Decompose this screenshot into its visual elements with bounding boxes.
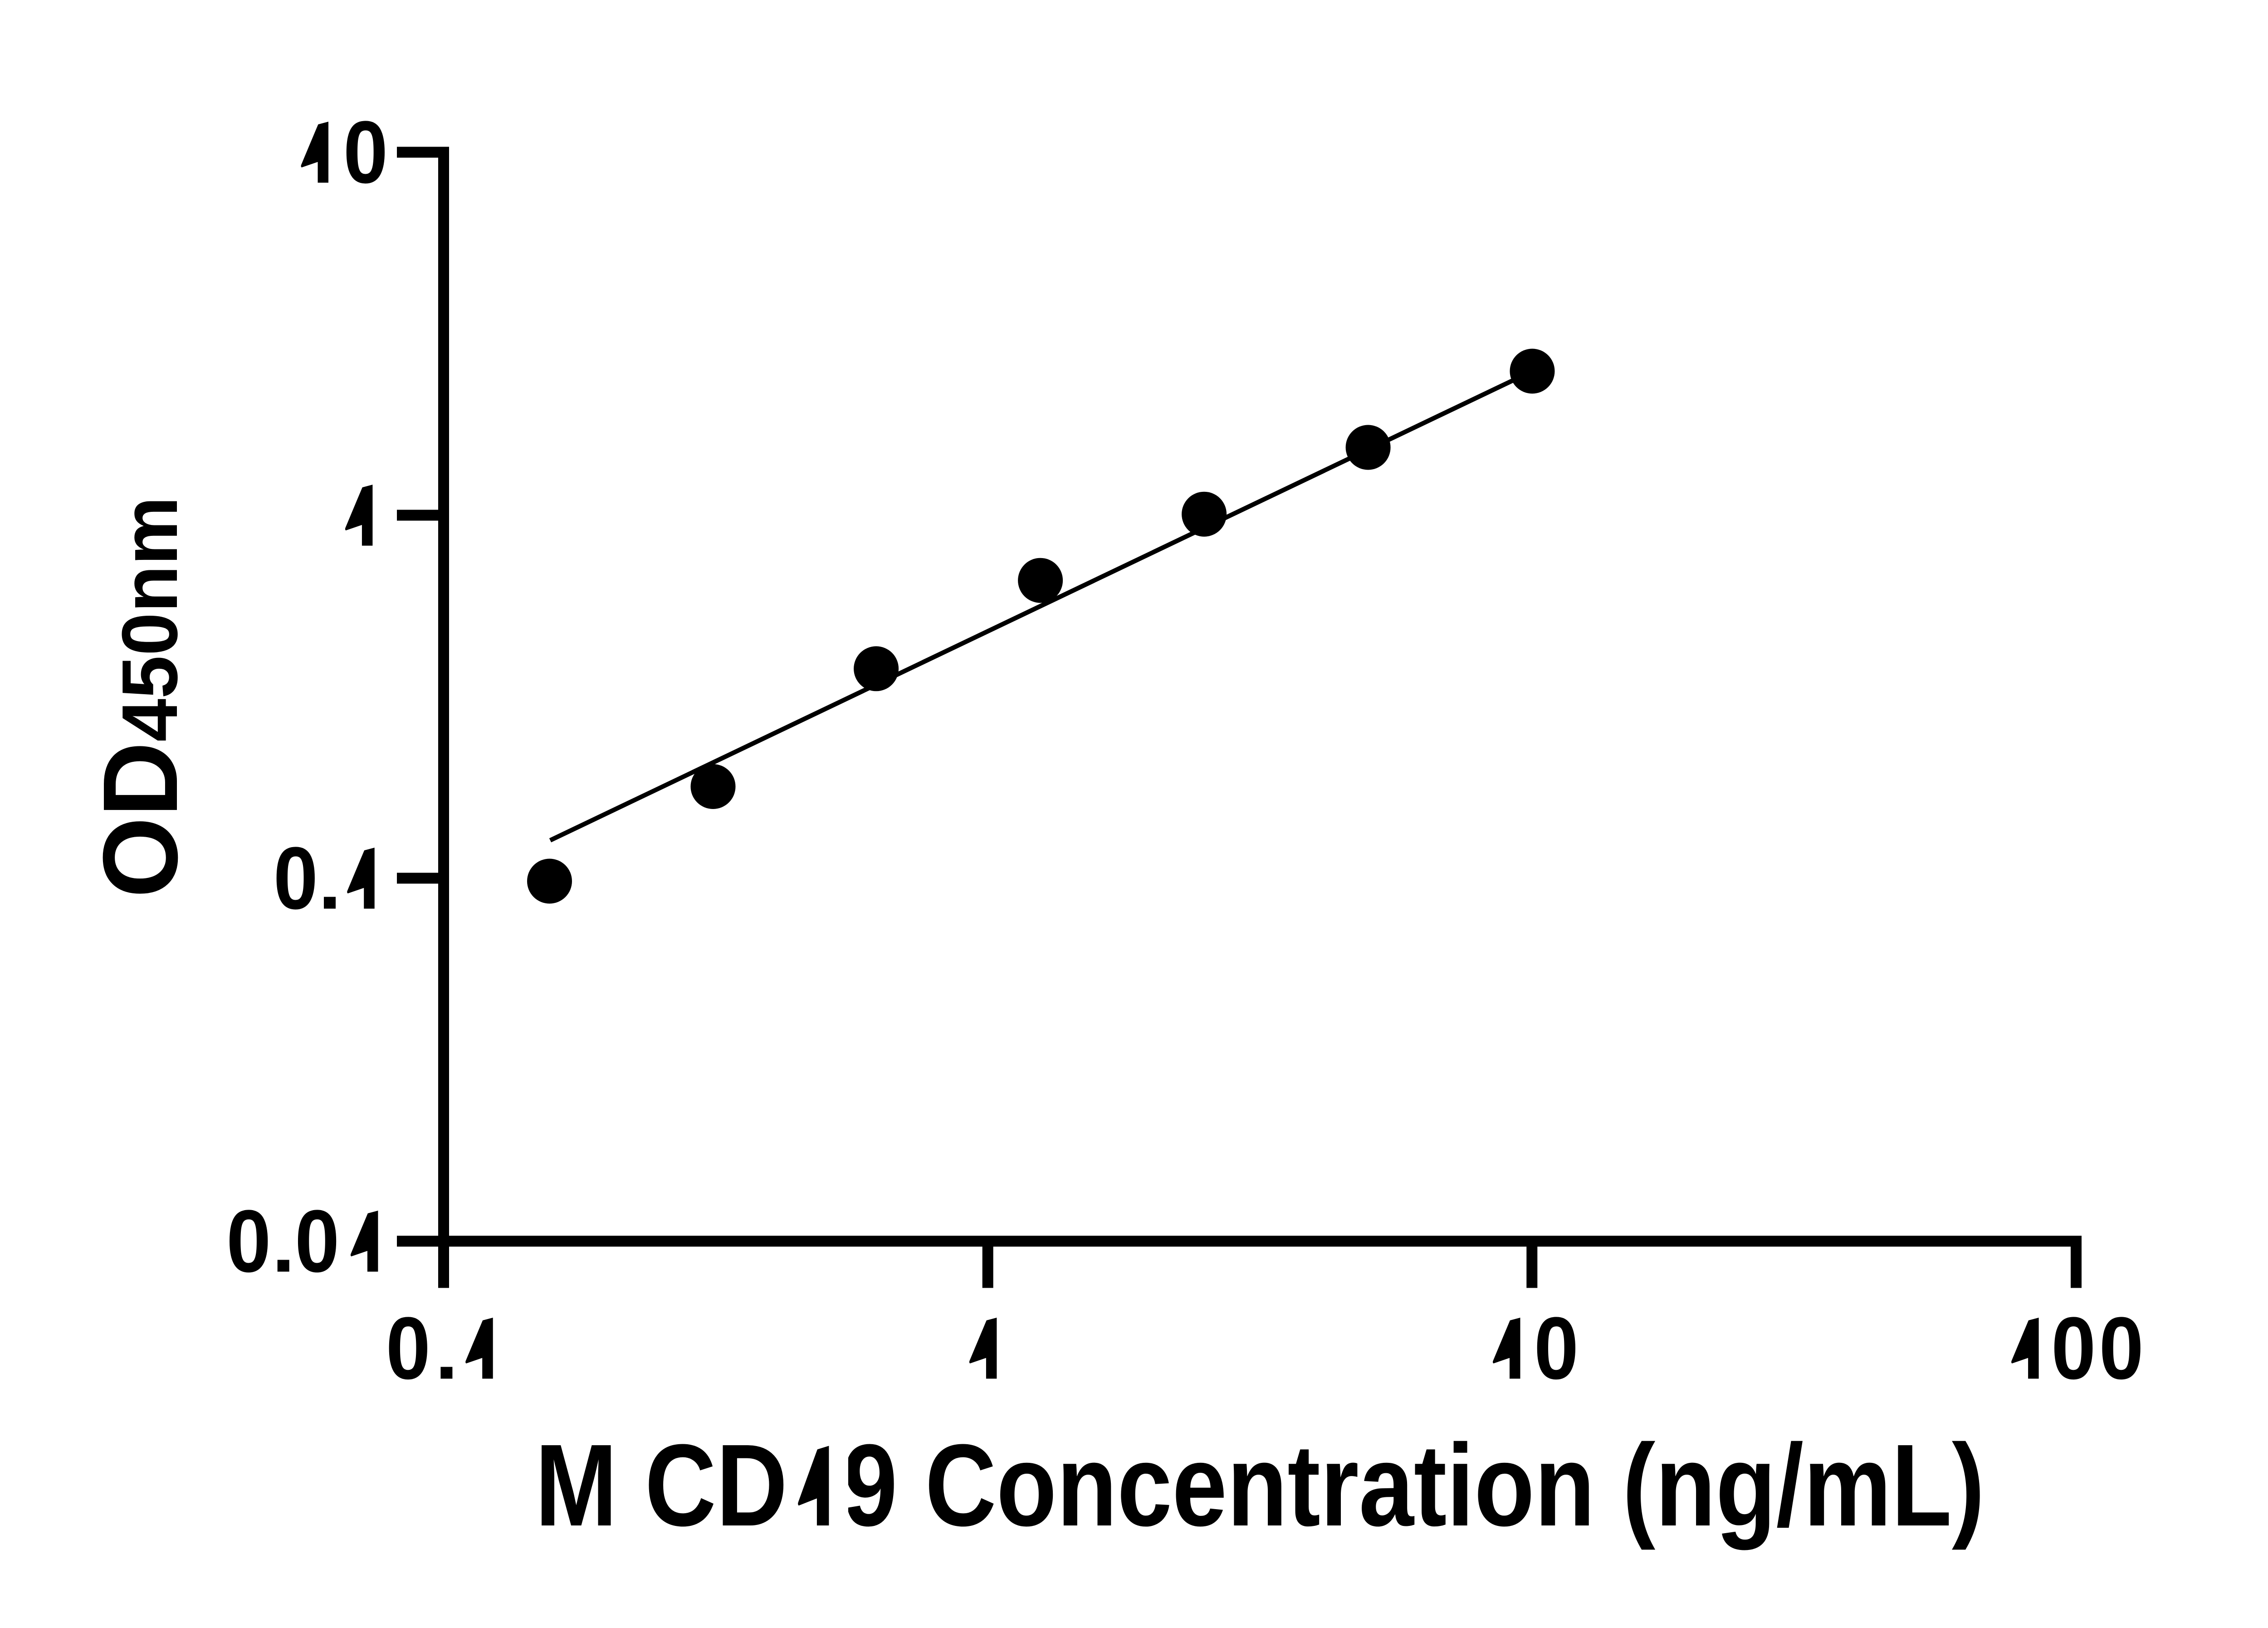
svg-text:0: 0 bbox=[343, 103, 388, 202]
svg-text:0: 0 bbox=[2051, 1299, 2096, 1398]
svg-text:0: 0 bbox=[386, 1299, 431, 1398]
svg-text:0: 0 bbox=[2099, 1299, 2144, 1398]
svg-text:0: 0 bbox=[274, 829, 318, 928]
svg-text:OD450nm: OD450nm bbox=[81, 496, 200, 898]
svg-text:M CD19 Concentration (ng/mL): M CD19 Concentration (ng/mL) bbox=[535, 1420, 1985, 1551]
svg-text:0: 0 bbox=[295, 1192, 340, 1291]
svg-text:0: 0 bbox=[1534, 1299, 1579, 1398]
svg-text:0: 0 bbox=[226, 1192, 271, 1291]
